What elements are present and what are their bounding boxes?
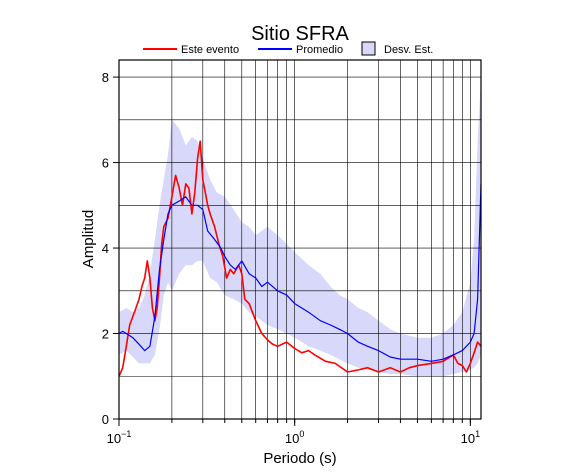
y-tick-label: 6	[102, 156, 109, 171]
legend: Este evento Promedio Desv. Est.	[143, 41, 433, 56]
legend-label-desv-est: Desv. Est.	[384, 44, 433, 56]
x-tick-label: 10−1	[107, 429, 132, 446]
x-tick-label: 100	[285, 429, 304, 446]
y-tick-label: 0	[102, 412, 109, 427]
legend-label-este-evento: Este evento	[181, 44, 239, 56]
legend-label-promedio: Promedio	[296, 44, 343, 56]
y-tick-label: 2	[102, 327, 109, 342]
chart-title: Sitio SFRA	[251, 23, 349, 45]
plot-frame	[118, 59, 482, 420]
y-axis-label: Amplitud	[80, 210, 97, 268]
x-tick-label: 101	[461, 429, 480, 446]
std-dev-band	[119, 77, 481, 377]
legend-swatch-desv-est	[361, 41, 376, 56]
x-axis-label: Periodo (s)	[263, 450, 336, 467]
y-tick-label: 8	[102, 70, 109, 85]
plot-area: 0 2 4 6 8 10−1 100 101	[102, 59, 482, 446]
y-tick-label: 4	[102, 241, 109, 256]
series-line-promedio	[118, 183, 482, 362]
